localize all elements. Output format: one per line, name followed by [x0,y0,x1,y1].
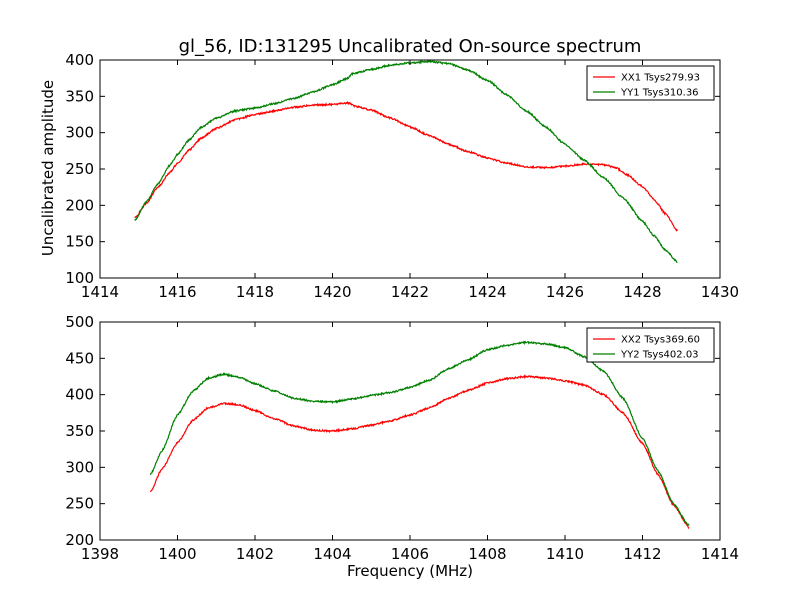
series-line-1 [134,101,678,232]
x-tick-label: 1412 [623,545,661,563]
x-tick-label: 1430 [701,283,739,301]
x-axis-label: Frequency (MHz) [347,562,473,580]
y-tick-label: 400 [65,386,94,404]
series-line-2 [134,59,678,264]
legend [586,65,715,101]
legend-label: XX1 Tsys279.93 [621,73,700,84]
y-tick-label: 300 [65,458,94,476]
y-tick-label: 350 [65,87,94,105]
legend-label: YY1 Tsys310.36 [620,88,699,99]
y-tick-label: 250 [65,160,94,178]
x-tick-label: 1424 [468,283,506,301]
chart-title: gl_56, ID:131295 Uncalibrated On-source … [179,36,642,57]
legend-label: XX2 Tsys369.60 [621,335,700,346]
y-axis-label: Uncalibrated amplitude [39,80,57,256]
x-tick-label: 1422 [391,283,429,301]
x-tick-label: 1426 [546,283,584,301]
y-tick-label: 500 [65,313,94,331]
y-tick-label: 400 [65,51,94,69]
x-tick-label: 1428 [623,283,661,301]
y-tick-label: 100 [65,269,94,287]
x-tick-label: 1408 [468,545,506,563]
series-line-2 [149,340,690,526]
x-tick-label: 1414 [81,283,119,301]
x-tick-label: 1414 [701,545,739,563]
y-tick-label: 300 [65,124,94,142]
x-tick-label: 1416 [158,283,196,301]
x-tick-label: 1400 [158,545,196,563]
y-tick-label: 250 [65,495,94,513]
x-tick-label: 1418 [236,283,274,301]
x-tick-label: 1420 [313,283,351,301]
bottom-panel: 1398 1400 1402 1404 1406 1408 1410 1412 1414 200 2… [65,313,739,563]
y-tick-label: 200 [65,531,94,549]
legend [586,327,715,363]
x-tick-label: 1402 [236,545,274,563]
y-tick-label: 350 [65,422,94,440]
x-tick-label: 1398 [81,545,119,563]
y-tick-label: 450 [65,349,94,367]
series-line-1 [149,374,690,529]
legend-label: YY2 Tsys402.03 [620,350,699,361]
x-tick-label: 1406 [391,545,429,563]
y-tick-label: 200 [65,196,94,214]
x-tick-label: 1404 [313,545,351,563]
x-tick-label: 1410 [546,545,584,563]
top-panel: 1414 1416 1418 1420 1422 1424 1426 1428 1430 100 1… [65,51,739,301]
y-tick-label: 150 [65,233,94,251]
